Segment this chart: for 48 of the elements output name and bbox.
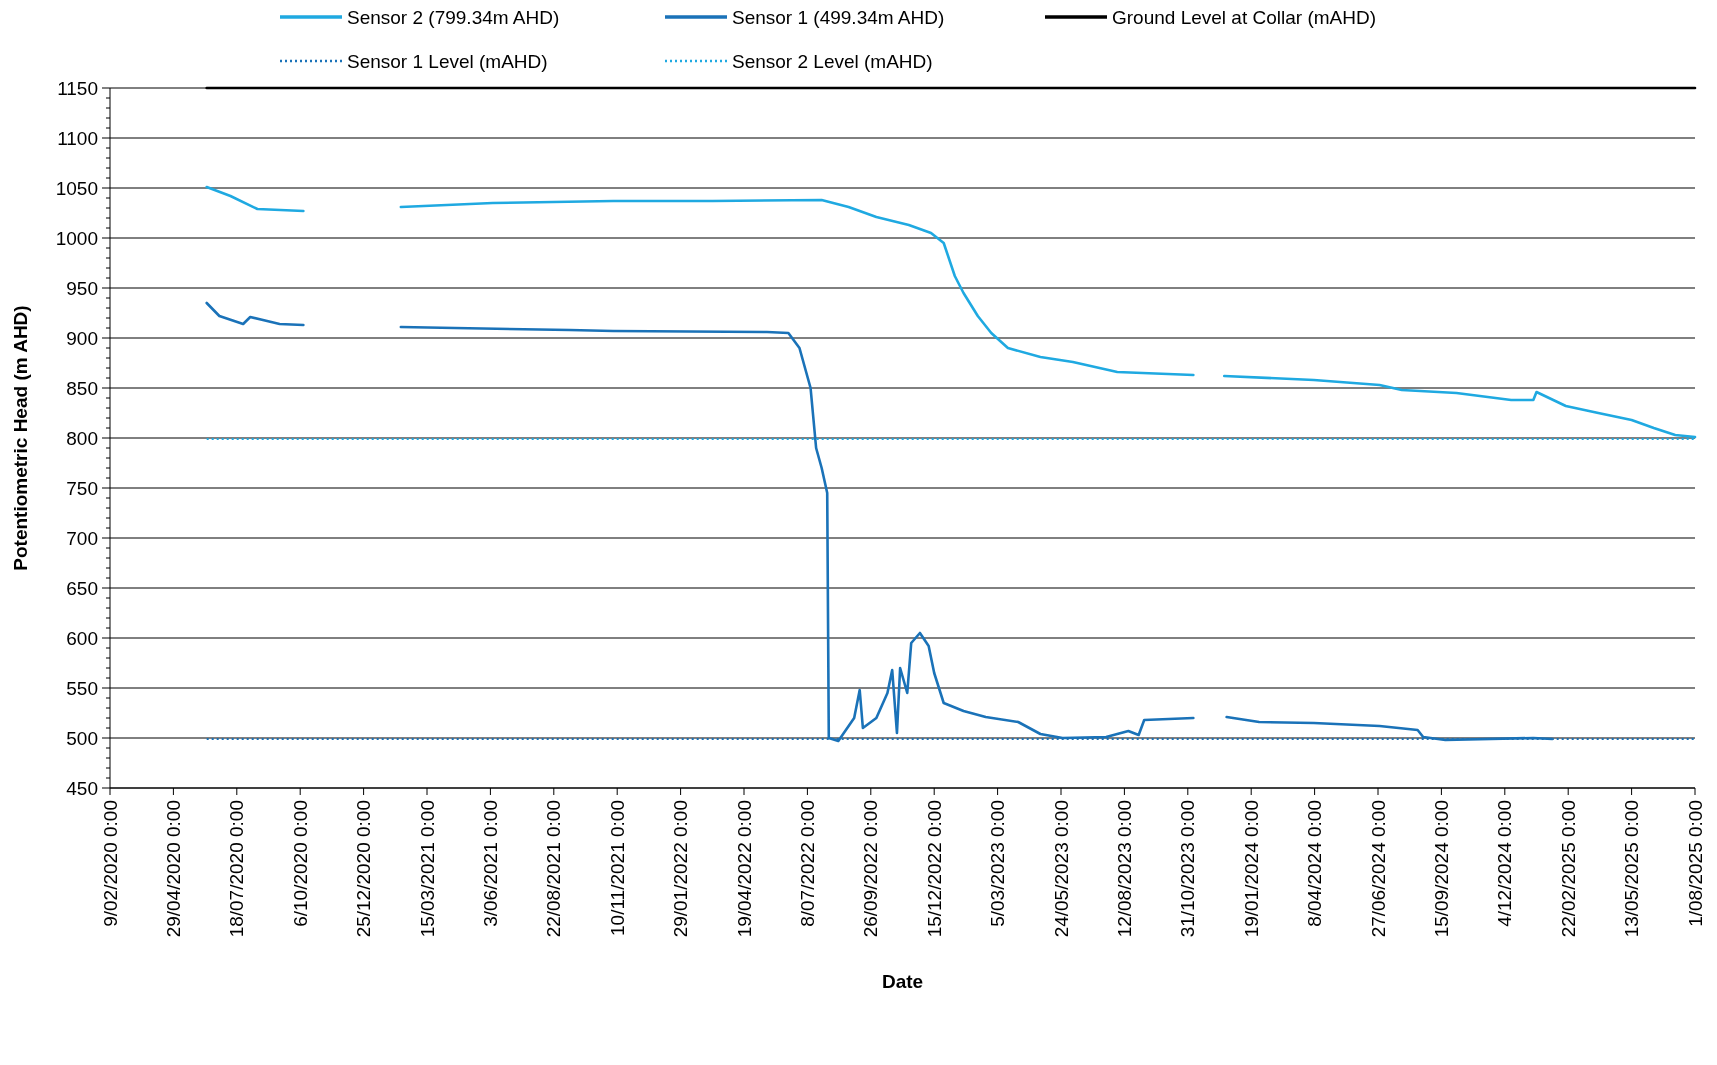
x-tick-label: 29/04/2020 0:00 — [163, 800, 185, 938]
x-tick-label: 19/04/2022 0:00 — [733, 800, 755, 938]
legend-label: Sensor 1 Level (mAHD) — [347, 50, 548, 72]
x-tick-label: 8/07/2022 0:00 — [797, 800, 819, 927]
y-tick-label: 600 — [66, 627, 98, 649]
y-tick-label: 900 — [66, 327, 98, 349]
legend-label: Ground Level at Collar (mAHD) — [1112, 6, 1376, 28]
legend-label: Sensor 2 Level (mAHD) — [732, 50, 933, 72]
x-tick-label: 26/09/2022 0:00 — [860, 800, 882, 938]
x-tick-label: 29/01/2022 0:00 — [670, 800, 692, 938]
y-tick-label: 1000 — [55, 227, 98, 249]
x-tick-label: 8/04/2024 0:00 — [1304, 800, 1326, 927]
legend-label: Sensor 2 (799.34m AHD) — [347, 6, 560, 28]
y-tick-label: 550 — [66, 677, 98, 699]
x-tick-label: 13/05/2025 0:00 — [1621, 800, 1643, 938]
y-tick-label: 950 — [66, 277, 98, 299]
x-tick-label: 25/12/2020 0:00 — [353, 800, 375, 938]
y-tick-label: 700 — [66, 527, 98, 549]
y-tick-label: 650 — [66, 577, 98, 599]
x-tick-label: 18/07/2020 0:00 — [226, 800, 248, 938]
x-tick-label: 15/03/2021 0:00 — [416, 800, 438, 938]
y-tick-label: 500 — [66, 727, 98, 749]
x-tick-label: 1/08/2025 0:00 — [1684, 800, 1706, 927]
x-tick-label: 27/06/2024 0:00 — [1367, 800, 1389, 938]
x-tick-label: 24/05/2023 0:00 — [1050, 800, 1072, 938]
x-tick-label: 9/02/2020 0:00 — [99, 800, 121, 927]
y-tick-label: 850 — [66, 377, 98, 399]
x-tick-label: 15/12/2022 0:00 — [923, 800, 945, 938]
y-tick-label: 450 — [66, 777, 98, 799]
x-tick-label: 15/09/2024 0:00 — [1431, 800, 1453, 938]
x-tick-label: 31/10/2023 0:00 — [1177, 800, 1199, 938]
x-tick-label: 12/08/2023 0:00 — [1114, 800, 1136, 938]
x-tick-label: 6/10/2020 0:00 — [289, 800, 311, 927]
x-tick-label: 4/12/2024 0:00 — [1494, 800, 1516, 927]
x-tick-label: 22/02/2025 0:00 — [1557, 800, 1579, 938]
y-tick-label: 1150 — [57, 77, 98, 99]
x-axis-title: Date — [881, 971, 924, 992]
y-tick-label: 750 — [66, 477, 98, 499]
x-tick-label: 10/11/2021 0:00 — [606, 800, 628, 936]
x-tick-label: 5/03/2023 0:00 — [987, 800, 1009, 927]
x-tick-label: 3/06/2021 0:00 — [480, 800, 502, 927]
x-tick-label: 22/08/2021 0:00 — [543, 800, 565, 938]
y-tick-label: 800 — [66, 427, 98, 449]
y-tick-label: 1050 — [55, 177, 98, 199]
y-tick-label: 1100 — [57, 127, 98, 149]
y-axis-title: Potentiometric Head (m AHD) — [9, 305, 31, 571]
legend-label: Sensor 1 (499.34m AHD) — [732, 6, 945, 28]
x-tick-label: 19/01/2024 0:00 — [1240, 800, 1262, 938]
